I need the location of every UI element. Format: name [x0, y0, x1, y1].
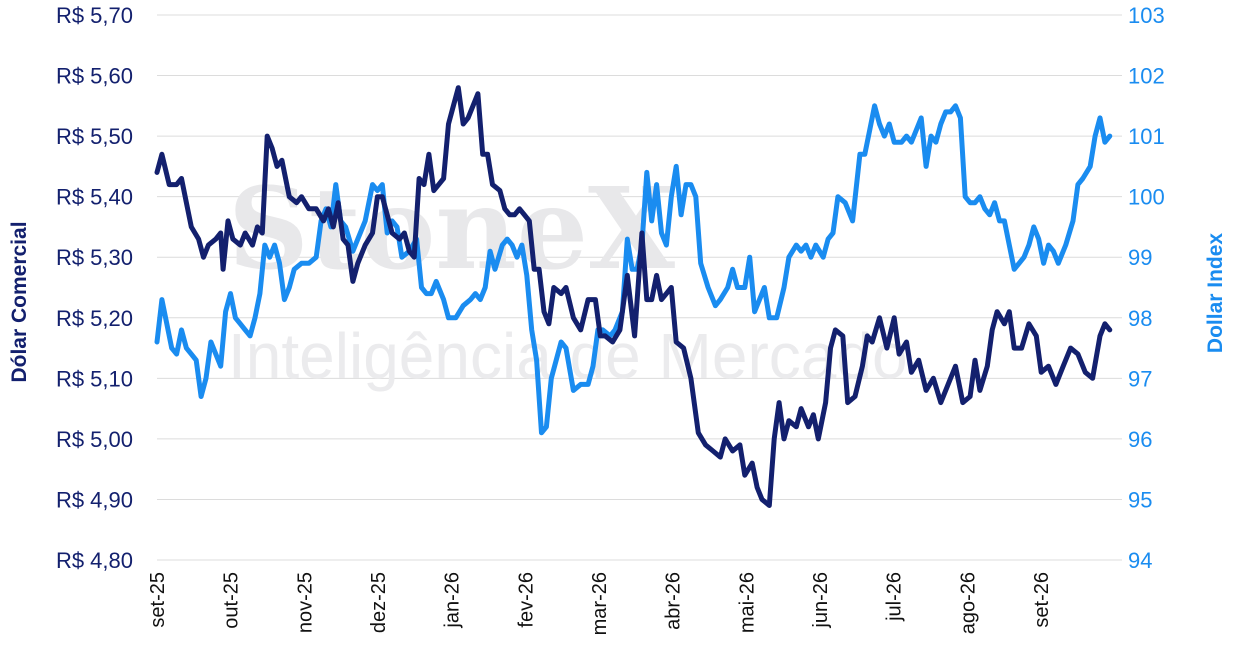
x-tick-label: abr-26 [663, 572, 685, 630]
y-right-tick-label: 94 [1128, 548, 1152, 573]
y-right-tick-label: 96 [1128, 427, 1152, 452]
x-tick-label: jul-26 [884, 572, 906, 622]
y-right-tick-label: 98 [1128, 306, 1152, 331]
y-left-tick-label: R$ 5,70 [56, 3, 133, 28]
x-tick-label: ago-26 [957, 572, 979, 634]
y-right-tick-label: 97 [1128, 366, 1152, 391]
x-tick-label: dez-25 [368, 572, 390, 633]
x-tick-label: nov-25 [294, 572, 316, 633]
watermark: StoneX Inteligência de Mercado [228, 164, 908, 392]
series-lines [154, 85, 1113, 508]
y-right-tick-label: 103 [1128, 3, 1165, 28]
x-tick-label: set-26 [1031, 572, 1053, 628]
y-left-tick-label: R$ 4,90 [56, 487, 133, 512]
y-right-tick-label: 100 [1128, 185, 1165, 210]
y-left-tick-label: R$ 5,10 [56, 366, 133, 391]
y-left-tick-label: R$ 5,40 [56, 185, 133, 210]
y-left-tick-label: R$ 5,60 [56, 64, 133, 89]
x-tick-label: mai-26 [736, 572, 758, 633]
y-left-tick-label: R$ 5,50 [56, 124, 133, 149]
y-left-tick-label: R$ 5,00 [56, 427, 133, 452]
x-tick-label: jun-26 [810, 572, 832, 629]
x-tick-label: out-25 [221, 572, 243, 629]
y-right-tick-label: 102 [1128, 64, 1165, 89]
left-axis-ticks: R$ 4,80 R$ 4,90 R$ 5,00 R$ 5,10 R$ 5,20 R$ 5,… [56, 3, 133, 573]
y-axis-left-title: Dólar Comercial [8, 221, 31, 382]
y-left-tick-label: R$ 5,30 [56, 245, 133, 270]
series-line-dolar-comercial [154, 85, 1113, 508]
right-axis-ticks: 94 95 96 97 98 99 100 101 102 103 [1128, 3, 1165, 573]
y-right-tick-label: 101 [1128, 124, 1165, 149]
x-tick-label: set-25 [147, 572, 169, 628]
x-tick-label: jan-26 [442, 572, 464, 629]
watermark-brand: StoneX [228, 164, 675, 295]
y-left-tick-label: R$ 5,20 [56, 306, 133, 331]
x-axis-ticks: set-25 out-25 nov-25 dez-25 jan-26 fev-26 mar-… [147, 572, 1053, 635]
y-right-tick-label: 95 [1128, 487, 1152, 512]
y-left-tick-label: R$ 4,80 [56, 548, 133, 573]
y-axis-right-title: Dollar Index [1204, 233, 1227, 354]
y-right-tick-label: 99 [1128, 245, 1152, 270]
x-tick-label: fev-26 [515, 572, 537, 628]
x-tick-label: mar-26 [589, 572, 611, 635]
